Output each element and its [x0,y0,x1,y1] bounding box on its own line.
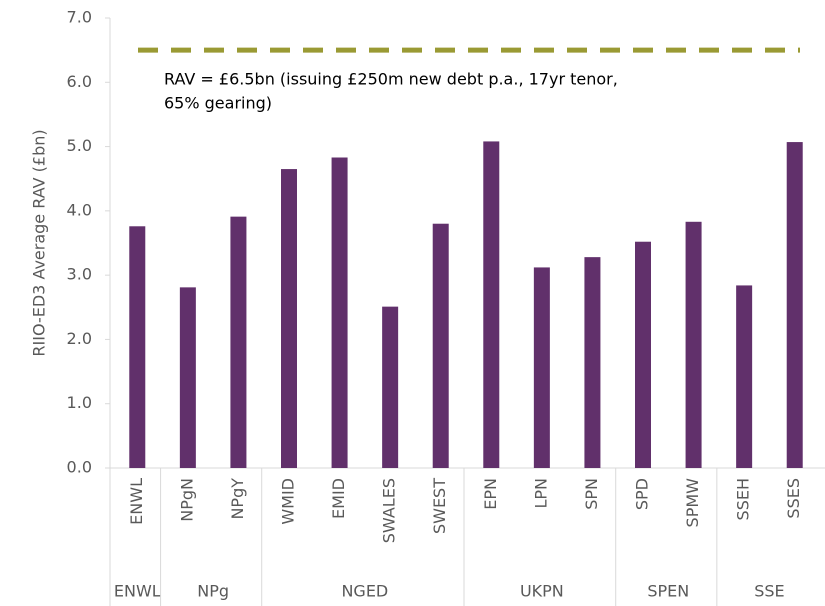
bar [786,142,803,469]
group-label: ENWL [114,582,161,601]
bar [736,285,753,468]
y-tick-label: 2.0 [67,329,92,348]
x-tick-label: SSEH [734,478,753,520]
x-tick-label: ENWL [127,478,146,525]
bar [483,141,500,468]
x-tick-label: SWEST [430,478,449,534]
y-tick-label: 3.0 [67,265,92,284]
y-axis-label: RIIO-ED3 Average RAV (£bn) [30,129,49,356]
bar [331,157,348,468]
x-tick-label: SPMW [683,478,702,528]
x-tick-label: SSES [784,478,803,519]
y-tick-label: 0.0 [67,458,92,477]
annotation: RAV = £6.5bn (issuing £250m new debt p.a… [164,70,618,89]
bar [129,226,146,468]
bar [382,306,399,468]
bar [179,287,196,468]
x-tick-label: LPN [531,478,550,509]
x-tick-label: NPgY [228,478,247,520]
x-tick-label: SPN [582,478,601,510]
y-tick-label: 1.0 [67,393,92,412]
bar [432,223,449,468]
y-tick-label: 4.0 [67,200,92,219]
x-tick-label: EPN [481,478,500,510]
group-label: SSE [754,582,784,601]
x-tick-label: SWALES [380,478,399,543]
group-label: SPEN [647,582,689,601]
y-tick-label: 5.0 [67,136,92,155]
y-tick-label: 6.0 [67,72,92,91]
group-label: NGED [341,582,388,601]
annotation: 65% gearing) [164,94,272,113]
x-tick-label: SPD [633,478,652,510]
x-tick-label: NPgN [177,478,196,522]
x-tick-label: WMID [279,478,298,525]
x-tick-label: EMID [329,478,348,519]
bar [584,257,601,468]
bar [533,267,550,468]
group-label: UKPN [520,582,564,601]
bar [281,169,297,469]
y-tick-label: 7.0 [67,8,92,27]
bar [685,221,702,468]
group-label: NPg [197,582,229,601]
bar [635,241,651,468]
bar [230,216,247,468]
